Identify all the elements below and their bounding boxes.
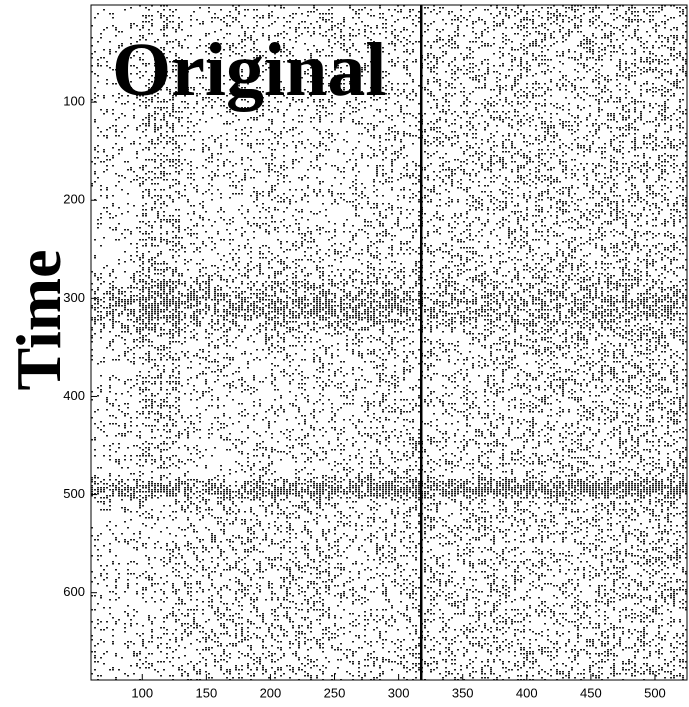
y-tick-label: 300 bbox=[63, 290, 85, 305]
x-tick-label: 300 bbox=[388, 685, 410, 700]
x-tick-label: 400 bbox=[516, 685, 538, 700]
image-streak bbox=[420, 5, 423, 680]
plot-frame bbox=[90, 4, 688, 681]
x-tick-label: 250 bbox=[324, 685, 346, 700]
y-axis-label: Time bbox=[3, 249, 74, 390]
chart-title: Original bbox=[112, 28, 386, 112]
y-tick-label: 500 bbox=[63, 486, 85, 501]
x-tick-label: 450 bbox=[580, 685, 602, 700]
x-tick-label: 200 bbox=[260, 685, 282, 700]
y-tick-label: 100 bbox=[63, 94, 85, 109]
y-tick-label: 400 bbox=[63, 388, 85, 403]
image-area bbox=[91, 5, 687, 680]
x-tick-label: 100 bbox=[131, 685, 153, 700]
y-tick-label: 200 bbox=[63, 192, 85, 207]
x-tick-label: 350 bbox=[452, 685, 474, 700]
image-texture bbox=[91, 5, 687, 680]
y-tick-label: 600 bbox=[63, 584, 85, 599]
x-tick-label: 150 bbox=[196, 685, 218, 700]
x-tick-label: 500 bbox=[644, 685, 666, 700]
